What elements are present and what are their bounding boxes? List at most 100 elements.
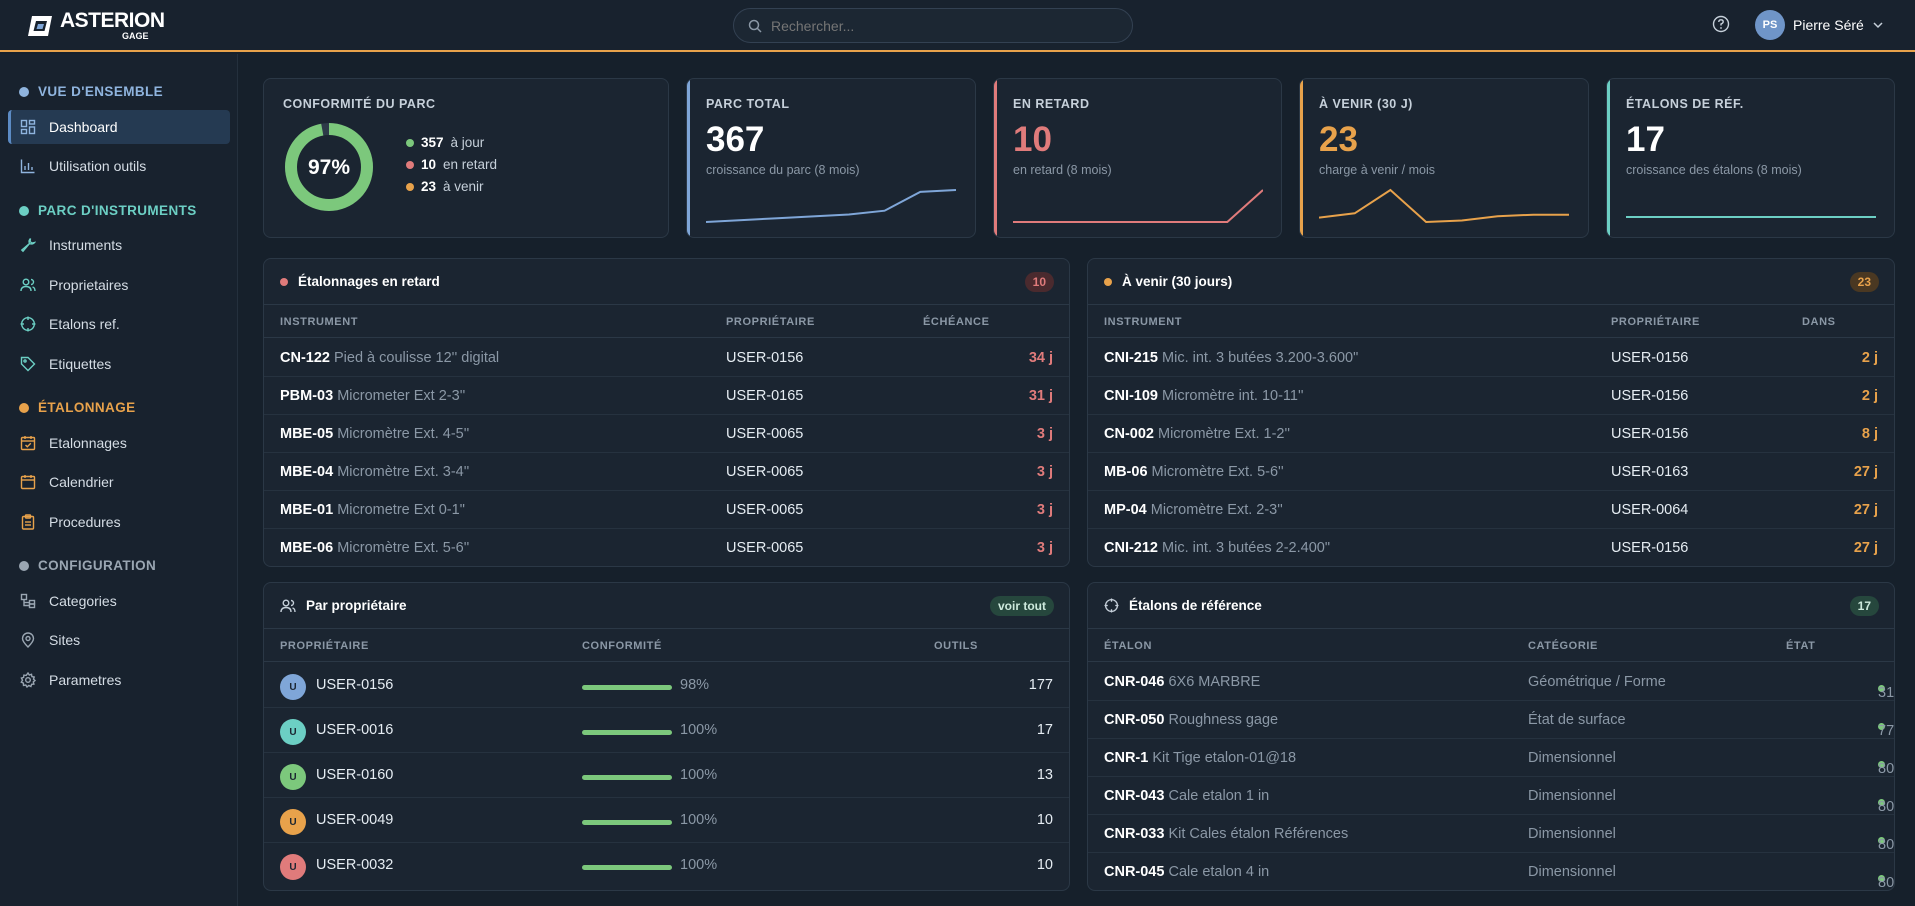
- clipboard-icon: [21, 514, 35, 530]
- owner-row[interactable]: U USER-0016 100% 17: [264, 708, 1069, 753]
- sidebar-item-etiquettes[interactable]: Etiquettes: [8, 347, 230, 381]
- sidebar-item-label: Categories: [49, 593, 117, 609]
- sidebar-item-utilisation-outils[interactable]: Utilisation outils: [8, 149, 230, 183]
- users-icon: [20, 278, 36, 292]
- user-menu[interactable]: PS Pierre Séré: [1755, 10, 1884, 40]
- panel-header: Par propriétaire voir tout: [264, 583, 1069, 629]
- retard-panel: Étalonnages en retard 10 INSTRUMENT PROP…: [263, 258, 1070, 567]
- kpi-sub: croissance des étalons (8 mois): [1626, 163, 1802, 177]
- kpi-value: 367: [706, 120, 765, 159]
- table-row[interactable]: CNI-215 Mic. int. 3 butées 3.200-3.600" U…: [1088, 339, 1894, 377]
- wrench-icon: [20, 237, 36, 253]
- table-row[interactable]: CNI-109 Micromètre int. 10-11'' USER-0156…: [1088, 377, 1894, 415]
- section-label: VUE D'ENSEMBLE: [38, 84, 164, 99]
- calendar-icon: [20, 475, 36, 490]
- venir-sparkline: [1319, 188, 1569, 224]
- table-row[interactable]: CN-122 Pied à coulisse 12'' digital USER-…: [264, 339, 1069, 377]
- table-row[interactable]: MB-06 Micromètre Ext. 5-6'' USER-0163 27 j: [1088, 453, 1894, 491]
- kpi-parc-total-card: PARC TOTAL 367 croissance du parc (8 moi…: [686, 78, 976, 238]
- status-dot-icon: [1104, 277, 1112, 286]
- gear-icon: [20, 672, 36, 688]
- parc-sparkline: [706, 189, 956, 223]
- tag-icon: [20, 356, 36, 372]
- brand-name: ASTERION: [60, 9, 165, 32]
- top-bar: ASTERION GAGE PS Pierre Séré: [0, 0, 1915, 52]
- status-dot-icon: [280, 277, 288, 286]
- owner-row[interactable]: U USER-0156 98% 177: [264, 663, 1069, 708]
- kpi-sub: croissance du parc (8 mois): [706, 163, 860, 177]
- count-badge: 17: [1849, 596, 1879, 616]
- owner-row[interactable]: U USER-0049 100% 10: [264, 798, 1069, 843]
- avatar: U: [280, 719, 306, 745]
- table-header: INSTRUMENT PROPRIÉTAIRE DANS: [1088, 306, 1894, 338]
- count-badge: 23: [1849, 272, 1879, 292]
- section-dot-icon: [19, 560, 29, 571]
- table-row[interactable]: MBE-01 Micrometre Ext 0-1" USER-0065 3 j: [264, 491, 1069, 529]
- users-icon: [280, 599, 296, 612]
- table-header: PROPRIÉTAIRE CONFORMITÉ OUTILS: [264, 630, 1069, 662]
- owner-row[interactable]: U USER-0032 100% 10: [264, 843, 1069, 888]
- table-header: INSTRUMENT PROPRIÉTAIRE ÉCHÉANCE: [264, 306, 1069, 338]
- legend-a-venir: 23 à venir: [406, 179, 484, 194]
- sidebar-item-label: Etalons ref.: [49, 316, 120, 332]
- owner-row[interactable]: U USER-0160 100% 13: [264, 753, 1069, 798]
- sidebar-item-calendrier[interactable]: Calendrier: [8, 465, 230, 499]
- table-row[interactable]: MBE-05 Micromètre Ext. 4-5'' USER-0065 3 j: [264, 415, 1069, 453]
- conformity-bar: [582, 820, 672, 825]
- sidebar-item-dashboard[interactable]: Dashboard: [8, 110, 230, 144]
- panel-header: À venir (30 jours) 23: [1088, 259, 1894, 305]
- help-icon[interactable]: [1712, 15, 1730, 33]
- bar-chart-icon: [20, 159, 35, 174]
- sidebar-item-proprietaires[interactable]: Proprietaires: [8, 268, 230, 302]
- sidebar-item-categories[interactable]: Categories: [8, 584, 230, 618]
- status-dot-icon: [1878, 799, 1885, 806]
- kpi-label: EN RETARD: [1013, 97, 1090, 111]
- sidebar-item-parametres[interactable]: Parametres: [8, 663, 230, 697]
- sidebar-item-label: Procedures: [49, 514, 121, 530]
- table-row[interactable]: CNI-212 Mic. int. 3 butées 2-2.400" USER-…: [1104, 540, 1878, 556]
- table-row[interactable]: PBM-03 Micrometer Ext 2-3'' USER-0165 31 j: [264, 377, 1069, 415]
- table-row[interactable]: MBE-06 Micromètre Ext. 5-6'' USER-0065 3 j: [280, 540, 1053, 556]
- brand-logo[interactable]: ASTERION GAGE: [26, 10, 165, 41]
- table-row[interactable]: CNR-1 Kit Tige etalon-01@18 Dimensionnel 8…: [1088, 739, 1894, 777]
- kpi-label: PARC TOTAL: [706, 97, 790, 111]
- sidebar-item-label: Instruments: [49, 237, 123, 253]
- table-row[interactable]: CNR-045 Cale etalon 4 inDimensionnel806 …: [1104, 864, 1895, 891]
- sidebar-item-label: Proprietaires: [49, 277, 129, 293]
- legend-en-retard: 10 en retard: [406, 157, 497, 172]
- voir-tout-button[interactable]: voir tout: [990, 596, 1054, 616]
- search-icon: [748, 19, 762, 33]
- sidebar-item-label: Utilisation outils: [49, 158, 147, 174]
- search-box[interactable]: [733, 8, 1133, 43]
- table-row[interactable]: CNR-033 Kit Cales étalon Références Dimen…: [1088, 815, 1894, 853]
- user-name: Pierre Séré: [1793, 17, 1864, 33]
- sparkline-path: [706, 189, 956, 223]
- pin-icon: [21, 632, 35, 648]
- table-row[interactable]: CNR-043 Cale etalon 1 inDimensionnel806 …: [1088, 777, 1894, 815]
- legend-a-jour: 357 à jour: [406, 135, 484, 150]
- panel-title: À venir (30 jours): [1122, 274, 1233, 289]
- chevron-down-icon: [1873, 22, 1883, 29]
- panel-title: Étalons de référence: [1129, 598, 1262, 613]
- a-venir-panel: À venir (30 jours) 23 INSTRUMENT PROPRIÉ…: [1087, 258, 1895, 567]
- table-row[interactable]: MBE-04 Micromètre Ext. 3-4'' USER-0065 3 j: [264, 453, 1069, 491]
- table-row[interactable]: CN-002 Micromètre Ext. 1-2'' USER-0156 8 j: [1088, 415, 1894, 453]
- table-row[interactable]: MP-04 Micromètre Ext. 2-3'' USER-0064 27 j: [1088, 491, 1894, 529]
- sidebar-item-etalonnages[interactable]: Etalonnages: [8, 426, 230, 460]
- sidebar-item-etalons-ref[interactable]: Etalons ref.: [8, 307, 230, 341]
- crosshair-icon: [1104, 598, 1119, 613]
- sidebar-item-instruments[interactable]: Instruments: [8, 228, 230, 262]
- grid-icon: [20, 119, 36, 135]
- section-configuration: CONFIGURATION: [0, 558, 156, 573]
- status-dot-icon: [1878, 837, 1885, 844]
- sidebar-item-sites[interactable]: Sites: [8, 623, 230, 657]
- kpi-label: ÉTALONS DE RÉF.: [1626, 97, 1744, 111]
- kpi-en-retard-card: EN RETARD 10 en retard (8 mois): [993, 78, 1282, 238]
- search-input[interactable]: [771, 17, 1101, 34]
- sidebar-item-procedures[interactable]: Procedures: [8, 505, 230, 539]
- status-dot-icon: [1878, 723, 1885, 730]
- section-label: ÉTALONNAGE: [38, 400, 136, 415]
- kpi-value: 10: [1013, 120, 1052, 159]
